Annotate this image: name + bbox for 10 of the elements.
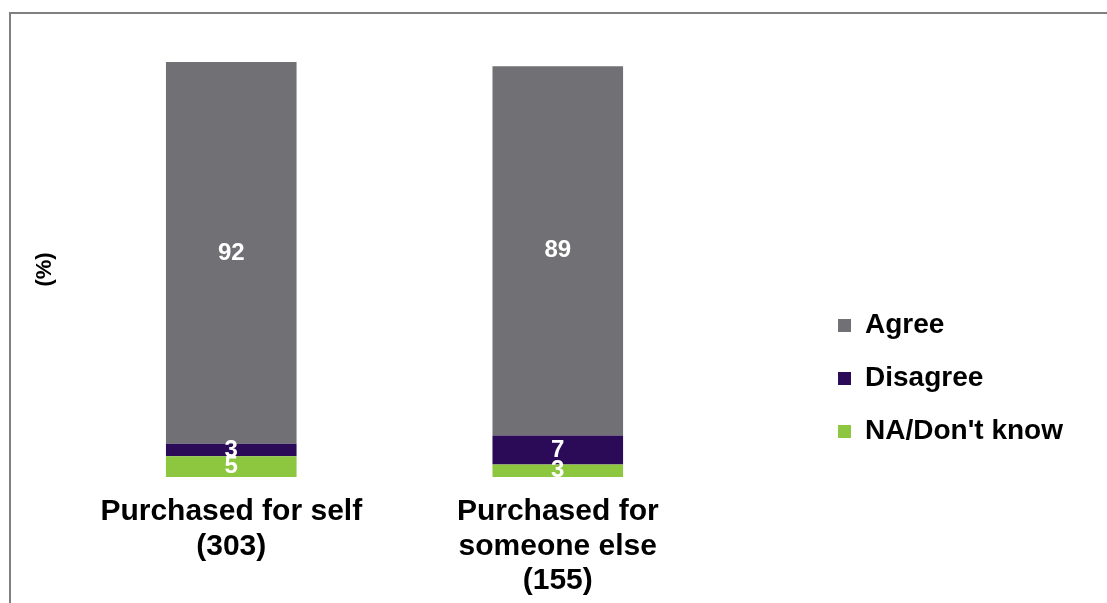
bar (492, 66, 624, 436)
bar (165, 456, 297, 477)
legend-label: NA/Don't know (865, 414, 1064, 446)
y-axis-title: (%) (31, 252, 57, 287)
x-tick-label: Purchased for self (303) (100, 493, 364, 561)
legend-label: Disagree (865, 361, 984, 393)
data-label: 92 (217, 237, 245, 265)
data-label: 89 (544, 235, 572, 263)
x-tick-label: Purchased for someone else (155) (456, 493, 659, 595)
legend-label: Agree (865, 308, 945, 340)
